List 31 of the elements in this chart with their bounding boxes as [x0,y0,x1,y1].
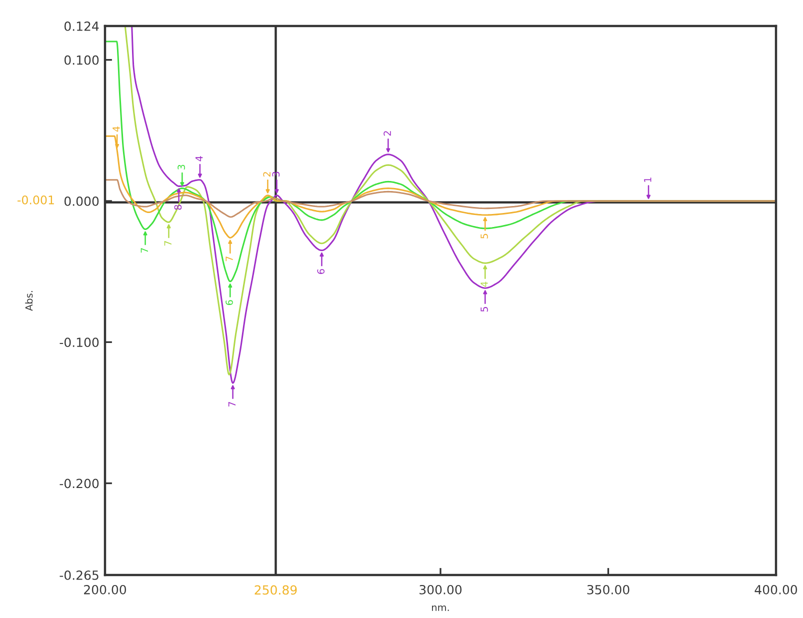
annotation: 2 [263,172,270,177]
x-axis-title: nm. [432,605,449,611]
annotation: 7 [140,248,148,253]
annotation: 5 [480,234,488,238]
annotation: 3 [178,164,185,170]
y-tick-label: -0.100 [60,338,99,348]
ref-line-label: 250.89 [254,585,297,595]
annotation: 4 [196,156,203,162]
y-tick-label: -0.200 [60,478,99,488]
x-tick-label: 300.00 [420,584,462,594]
text: -0.001 [18,195,54,204]
annotation: 7 [228,402,236,407]
annotation: 8 [174,204,182,210]
y-axis-title: Abs. [25,291,33,311]
y-tick-label: 0.124 [64,21,99,31]
x-tick-label: 200.00 [84,584,126,594]
x-tick-label: 350.00 [587,584,630,594]
annotation: 4 [112,126,120,132]
annotation: 6 [317,269,325,274]
annotation: 4 [480,282,488,287]
annotation: 2 [384,131,391,136]
annotation: 3 [272,172,280,177]
annotation: 6 [226,300,233,306]
y-tick-label: 0.100 [64,55,99,65]
y-tick-label: 0.000 [64,196,99,206]
annotation: 7 [164,241,172,246]
annotation: 1 [644,178,652,182]
annotation: 7 [226,256,233,262]
annotation: 5 [480,306,488,312]
y-tick-label: -0.265 [60,570,98,580]
x-tick-label: 400.00 [754,584,798,594]
